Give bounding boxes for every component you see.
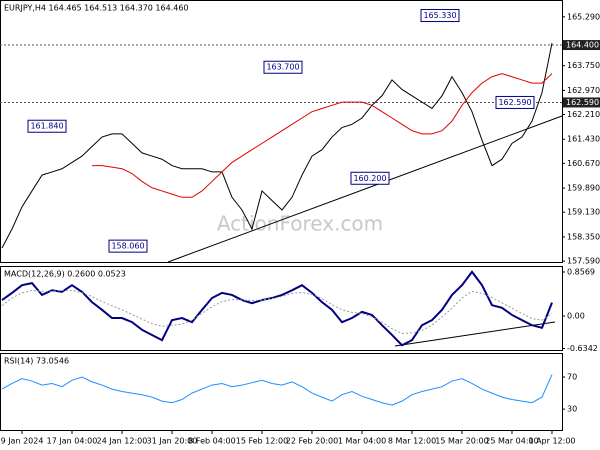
watermark: ActionForex.com (217, 212, 383, 236)
annotation-box (108, 239, 148, 253)
x-tick-label: 25 Mar 04:00 (485, 437, 538, 446)
x-tick-label: 24 Jan 12:00 (97, 437, 148, 446)
series-line (1, 43, 553, 249)
y-tick-label: 162.210 (567, 110, 600, 119)
annotation-box (350, 171, 390, 185)
y-tick-label: 159.890 (567, 184, 600, 193)
annotation: 161.840 (30, 122, 63, 131)
price-panel (0, 0, 563, 263)
annotation-box (27, 119, 67, 133)
y-tick-label: 160.670 (567, 159, 600, 168)
y-tick-label: 162.970 (567, 86, 600, 95)
annotation: 158.060 (111, 242, 144, 251)
x-tick-label: 1 Mar 04:00 (338, 437, 386, 446)
y-tick-label: -0.6342 (567, 344, 598, 353)
trend-line (167, 115, 563, 263)
rsi-panel (0, 353, 563, 431)
panel-title: RSI(14) 73.0546 (4, 357, 69, 366)
level-label-box (563, 40, 600, 51)
level-label-box (563, 97, 600, 108)
y-tick-label: 158.350 (567, 232, 600, 241)
y-tick-label: 70 (567, 373, 577, 382)
x-tick-label: 22 Feb 20:00 (286, 437, 338, 446)
y-tick-label: 0.8569 (567, 268, 595, 277)
y-tick-label: 0.00 (567, 311, 585, 320)
y-tick-label: 159.130 (567, 208, 600, 217)
x-tick-label: 1 Apr 12:00 (528, 437, 575, 446)
x-tick-label: 9 Jan 2024 (1, 437, 44, 446)
x-tick-label: 8 Mar 12:00 (388, 437, 436, 446)
annotation: 160.200 (353, 174, 386, 183)
annotation: 163.700 (266, 63, 299, 72)
x-tick-label: 17 Jan 04:00 (47, 437, 98, 446)
y-tick-label: 161.430 (567, 135, 600, 144)
macd-trend-line (394, 321, 556, 347)
annotation: 165.330 (423, 11, 456, 20)
panel-title: MACD(12,26,9) 0.2600 0.0523 (4, 270, 126, 279)
series-line (92, 73, 553, 198)
level-label: 164.400 (566, 41, 599, 50)
y-tick-label: 165.290 (567, 12, 600, 21)
annotation-box (263, 60, 303, 74)
level-label: 162.590 (566, 98, 599, 107)
annotation-box (495, 95, 535, 109)
series-line (1, 374, 553, 406)
series-line (1, 289, 553, 334)
annotation: 162.590 (498, 98, 531, 107)
y-tick-label: 30 (567, 405, 577, 414)
x-tick-label: 8 Feb 04:00 (188, 437, 235, 446)
y-tick-label: 157.590 (567, 257, 600, 266)
x-tick-label: 15 Feb 12:00 (236, 437, 288, 446)
panel-title: EURJPY,H4 164.465 164.513 164.370 164.46… (4, 4, 189, 13)
annotation-box (420, 9, 460, 23)
x-tick-label: 15 Mar 20:00 (435, 437, 488, 446)
series-line (1, 270, 553, 347)
y-tick-label: 163.750 (567, 61, 600, 70)
macd-panel (0, 266, 563, 351)
x-tick-label: 31 Jan 20:00 (147, 437, 198, 446)
